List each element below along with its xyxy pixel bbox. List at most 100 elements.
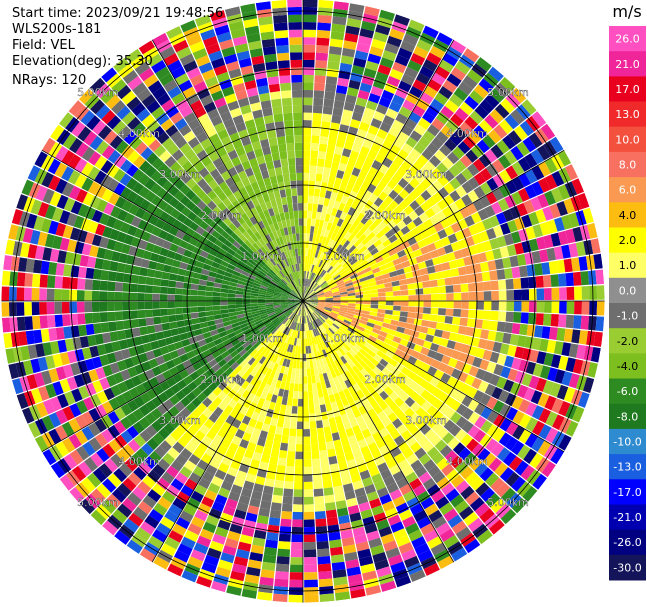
velocity-gate [467, 517, 484, 533]
velocity-gate [301, 308, 303, 317]
velocity-gate [328, 327, 335, 335]
velocity-gate [350, 441, 360, 452]
velocity-gate [511, 323, 521, 335]
velocity-gate [277, 372, 284, 382]
velocity-gate [262, 329, 270, 337]
velocity-gate [479, 195, 491, 208]
velocity-gate [413, 248, 423, 258]
velocity-gate [352, 425, 362, 435]
velocity-gate [304, 323, 307, 332]
velocity-gate [495, 212, 507, 225]
velocity-gate [296, 338, 300, 346]
velocity-gate [565, 357, 576, 373]
velocity-gate [273, 294, 281, 298]
velocity-gate [183, 276, 193, 284]
velocity-gate [467, 425, 480, 438]
velocity-gate [376, 283, 385, 289]
velocity-gate [358, 359, 367, 368]
velocity-gate [126, 539, 143, 554]
velocity-gate [87, 166, 101, 181]
velocity-gate [109, 135, 123, 150]
velocity-gate [144, 178, 156, 191]
velocity-gate [197, 339, 207, 347]
velocity-gate [303, 172, 310, 181]
velocity-gate [164, 387, 175, 399]
velocity-gate [99, 236, 110, 249]
velocity-gate [174, 178, 186, 190]
velocity-gate [325, 502, 336, 511]
velocity-gate [353, 314, 362, 320]
velocity-gate [262, 193, 270, 203]
velocity-gate [213, 406, 224, 417]
velocity-gate [91, 290, 100, 301]
velocity-gate [468, 309, 477, 319]
velocity-gate [355, 306, 363, 311]
velocity-gate [212, 296, 221, 301]
velocity-gate [180, 396, 191, 407]
velocity-gate [363, 67, 377, 79]
velocity-gate [238, 319, 247, 326]
velocity-gate [111, 251, 121, 262]
velocity-gate [329, 313, 338, 318]
velocity-gate [407, 236, 417, 246]
velocity-gate [174, 136, 188, 149]
velocity-gate [269, 456, 279, 465]
velocity-gate [115, 320, 125, 331]
velocity-gate [287, 336, 292, 344]
velocity-gate [327, 247, 333, 256]
velocity-gate [27, 165, 41, 182]
velocity-gate [296, 429, 303, 437]
velocity-gate [21, 407, 35, 424]
velocity-gate [123, 273, 132, 283]
velocity-gate [543, 352, 554, 367]
velocity-gate [357, 438, 368, 449]
velocity-gate [209, 220, 219, 230]
velocity-gate [227, 304, 236, 309]
velocity-gate [193, 376, 204, 387]
velocity-gate [338, 162, 347, 172]
velocity-gate [78, 385, 90, 400]
velocity-gate [192, 419, 204, 430]
velocity-gate [438, 308, 447, 316]
velocity-gate [313, 397, 320, 406]
velocity-gate [277, 60, 290, 69]
velocity-gate [242, 432, 252, 442]
velocity-gate [191, 516, 205, 529]
velocity-gate [417, 239, 427, 249]
velocity-gate [456, 333, 466, 344]
velocity-gate [245, 425, 255, 435]
velocity-gate [213, 310, 222, 316]
velocity-gate [230, 278, 239, 284]
velocity-gate [299, 308, 302, 316]
velocity-gate [41, 137, 56, 154]
velocity-gate [130, 453, 144, 467]
velocity-gate [245, 209, 254, 219]
velocity-gate [248, 40, 262, 51]
velocity-gate [202, 184, 213, 195]
velocity-gate [500, 222, 511, 235]
velocity-gate [191, 408, 203, 419]
velocity-gate [332, 153, 342, 163]
velocity-gate [355, 253, 364, 261]
velocity-gate [533, 263, 543, 276]
velocity-gate [169, 350, 179, 360]
velocity-gate [282, 358, 288, 367]
velocity-gate [232, 200, 241, 210]
velocity-gate [179, 369, 190, 379]
velocity-gate [371, 505, 385, 516]
velocity-gate [420, 412, 432, 424]
velocity-gate [347, 292, 356, 297]
velocity-gate [473, 186, 486, 199]
velocity-gate [345, 94, 357, 105]
velocity-gate [393, 290, 401, 296]
velocity-gate [352, 317, 361, 323]
velocity-gate [383, 205, 394, 216]
velocity-gate [249, 216, 258, 226]
velocity-gate [550, 232, 561, 247]
velocity-gate [414, 385, 425, 396]
velocity-gate [220, 297, 228, 301]
velocity-gate [227, 332, 236, 339]
velocity-gate [434, 439, 447, 452]
velocity-gate [316, 37, 330, 46]
velocity-gate [33, 372, 45, 388]
